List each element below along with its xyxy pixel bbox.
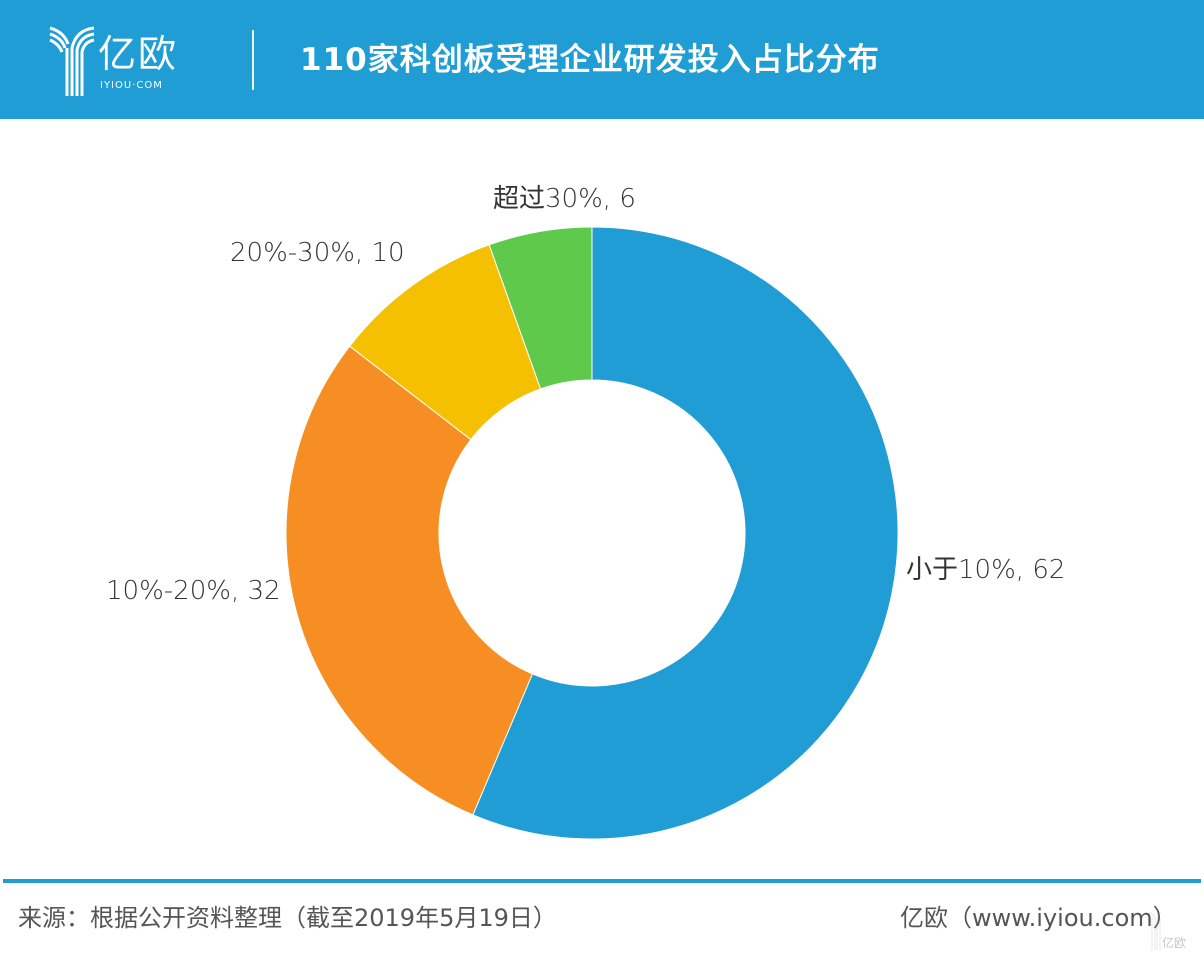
header-divider <box>252 30 254 90</box>
data-source-note: 来源：根据公开资料整理（截至2019年5月19日） <box>18 904 557 932</box>
logo-chinese-text: 亿欧 <box>98 32 179 76</box>
slice-label-10-20: 10%-20%, 32 <box>106 576 281 606</box>
donut-chart: 小于10%, 62 10%-20%, 32 20%-30%, 10 超过30%,… <box>0 119 1204 869</box>
iyiou-logo: 亿欧 IYIOU·COM <box>46 22 216 100</box>
slice-10-20 <box>285 345 534 816</box>
slice-label-over-30: 超过30%, 6 <box>493 184 636 214</box>
iyiou-y-logo-icon <box>49 26 95 96</box>
slice-over-30 <box>488 226 593 390</box>
footer-divider <box>3 879 1201 883</box>
header-banner: 亿欧 IYIOU·COM 110家科创板受理企业研发投入占比分布 <box>0 0 1204 119</box>
publisher-credit: 亿欧（www.iyiou.com） <box>900 904 1177 932</box>
slice-less-than-10 <box>472 226 899 840</box>
page-title: 110家科创板受理企业研发投入占比分布 <box>300 42 880 78</box>
slice-label-less-than-10: 小于10%, 62 <box>906 555 1066 585</box>
slice-label-20-30: 20%-30%, 10 <box>230 238 405 268</box>
donut-chart-svg <box>285 226 899 840</box>
watermark-text: 亿欧 <box>1162 936 1187 950</box>
logo-english-text: IYIOU·COM <box>100 80 163 91</box>
watermark-logo-icon <box>1148 911 1162 950</box>
